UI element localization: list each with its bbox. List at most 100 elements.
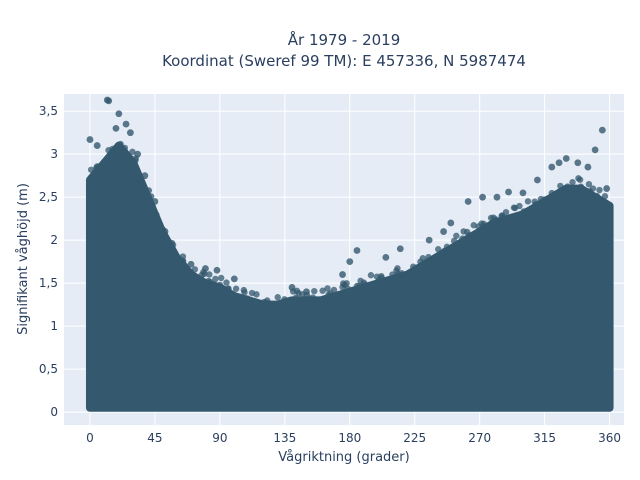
data-point [232, 285, 240, 292]
outlier-point [126, 129, 134, 137]
data-point [593, 192, 601, 200]
x-tick-label: 90 [212, 431, 227, 445]
data-point [548, 189, 556, 197]
data-point [117, 140, 124, 148]
data-point [419, 255, 427, 262]
outlier-point [105, 97, 113, 105]
outlier-point [346, 258, 354, 266]
outlier-point [555, 159, 563, 167]
data-point [511, 204, 519, 212]
data-point [499, 214, 507, 221]
data-point [361, 281, 369, 288]
data-point [370, 281, 378, 288]
data-point [448, 243, 456, 251]
data-point [292, 294, 300, 301]
data-point [459, 235, 466, 242]
data-point [246, 298, 254, 306]
data-point [223, 279, 230, 286]
data-point [225, 285, 232, 292]
data-point [121, 144, 129, 152]
x-tick-label: 270 [468, 431, 491, 445]
data-point [431, 255, 439, 262]
data-point [217, 274, 225, 282]
outlier-point [303, 288, 310, 296]
data-point [389, 271, 396, 278]
x-tick-label: 360 [598, 431, 621, 445]
data-point [600, 199, 607, 206]
data-point [394, 265, 401, 272]
outlier-point [519, 189, 527, 197]
data-point [271, 301, 278, 308]
data-points [85, 96, 614, 412]
data-point [240, 286, 248, 294]
x-tick-label: 45 [147, 431, 162, 445]
data-point [577, 183, 585, 190]
outlier-point [505, 188, 512, 196]
outlier-point [353, 247, 361, 254]
outlier-point [112, 124, 120, 132]
data-point [177, 257, 184, 264]
data-point [565, 187, 572, 194]
outlier-point [93, 142, 101, 149]
data-point [145, 187, 153, 194]
outlier-point [548, 163, 556, 171]
outlier-point [493, 193, 501, 201]
data-point [524, 198, 532, 205]
data-point [410, 263, 417, 270]
data-point [492, 216, 500, 223]
data-point [231, 292, 238, 300]
y-axis-label: Signifikant våghöjd (m) [16, 183, 31, 335]
data-point [353, 282, 361, 290]
outlier-point [396, 245, 404, 253]
data-point [466, 233, 474, 241]
data-point [542, 196, 549, 204]
data-point [438, 250, 445, 257]
outlier-point [161, 228, 169, 235]
data-point [357, 277, 364, 285]
outlier-point [447, 219, 455, 227]
data-point [424, 260, 431, 268]
data-point [585, 180, 593, 188]
data-point [367, 272, 375, 279]
data-point [453, 232, 460, 239]
data-point [88, 173, 95, 180]
y-tick-label: 2 [50, 233, 58, 247]
data-point [153, 211, 160, 218]
data-point [212, 275, 219, 283]
outlier-point [562, 155, 570, 162]
x-tick-label: 225 [403, 431, 426, 445]
data-point [481, 223, 488, 230]
data-point [147, 193, 155, 200]
outlier-point [440, 228, 447, 235]
y-tick-label: 2,5 [39, 190, 58, 204]
outlier-point [134, 150, 142, 158]
data-point [409, 269, 416, 277]
data-point [168, 239, 176, 247]
data-point [198, 277, 205, 285]
x-tick-label: 315 [533, 431, 556, 445]
x-axis-label: Vågriktning (grader) [278, 450, 409, 465]
data-point [216, 281, 224, 289]
outlier-point [86, 136, 94, 143]
y-tick-label: 1,5 [39, 276, 58, 290]
data-point [341, 281, 348, 289]
data-point [450, 237, 458, 245]
data-point [87, 166, 95, 173]
outlier-point [464, 198, 472, 205]
outlier-point [187, 260, 195, 268]
outlier-point [213, 266, 221, 274]
outlier-point [288, 284, 296, 291]
data-point [206, 271, 213, 278]
x-tick-label: 135 [273, 431, 296, 445]
y-tick-label: 1 [50, 319, 58, 333]
data-point [470, 222, 477, 229]
data-point [95, 163, 102, 170]
chart-title-line2: Koordinat (Sweref 99 TM): E 457336, N 59… [162, 52, 526, 70]
data-point [586, 188, 594, 195]
data-point [601, 193, 609, 200]
data-point [309, 294, 317, 301]
y-tick-label: 0 [50, 405, 58, 419]
outlier-point [115, 110, 123, 118]
y-tick-label: 0,5 [39, 362, 58, 376]
